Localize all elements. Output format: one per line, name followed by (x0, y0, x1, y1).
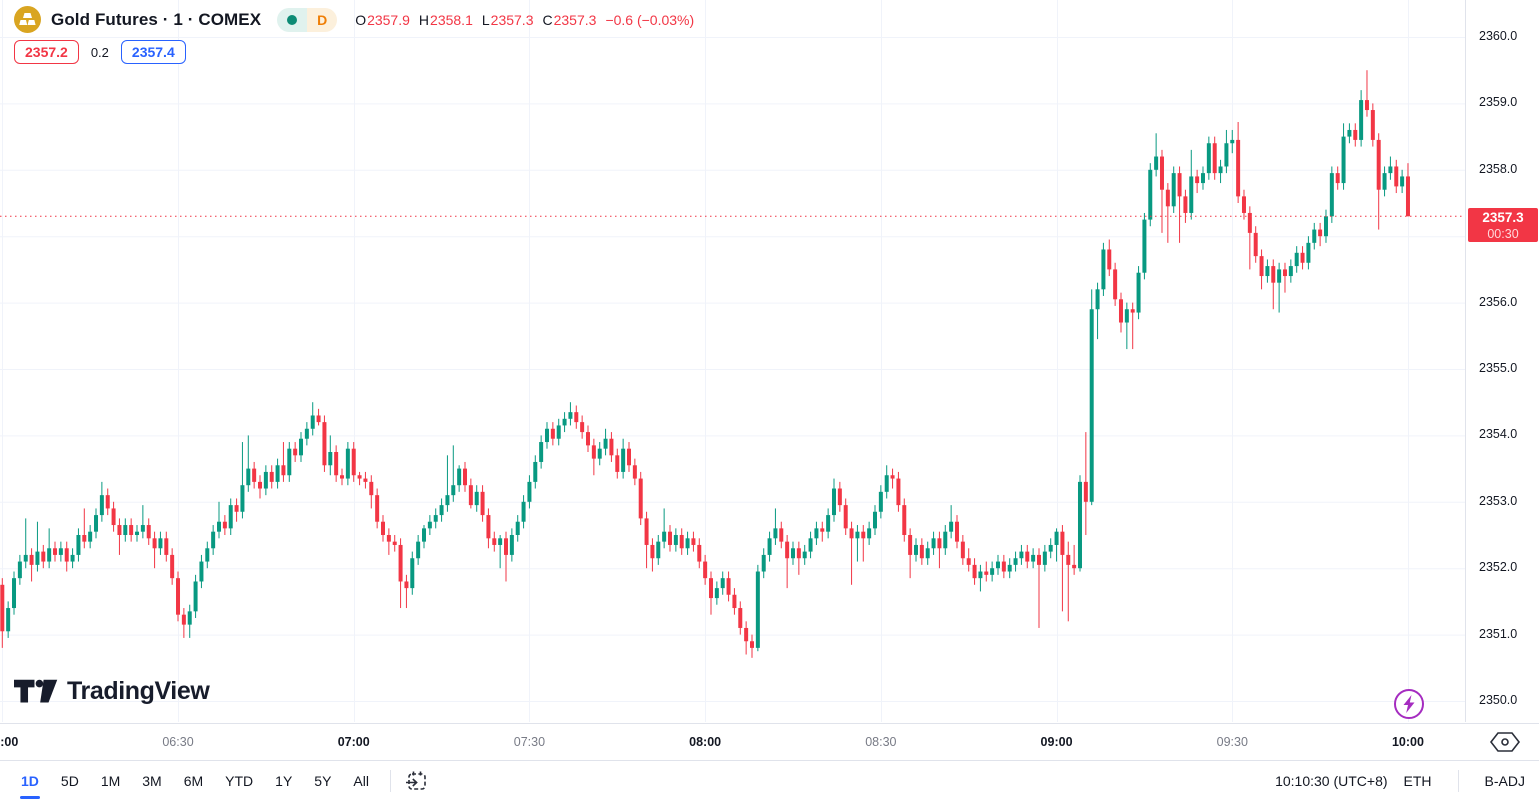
low-label: L (481, 11, 490, 28)
range-button-1m[interactable]: 1M (100, 773, 121, 789)
price-axis-label: 2356.0 (1479, 294, 1518, 309)
open-label: O (355, 11, 367, 28)
range-button-5y[interactable]: 5Y (314, 773, 332, 789)
price-axis-label: 2360.0 (1479, 29, 1518, 43)
interval-status-badge: D (277, 7, 338, 32)
range-button-5d[interactable]: 5D (60, 773, 79, 789)
change-value: −0.6 (−0.03%) (605, 11, 695, 28)
range-button-ytd[interactable]: YTD (225, 773, 254, 789)
price-axis-label: 2353.0 (1479, 493, 1518, 508)
price-axis-label: 2351.0 (1479, 626, 1518, 641)
daily-interval-badge: D (307, 7, 338, 32)
hexagon-settings-icon[interactable] (1489, 731, 1521, 753)
buy-ask-button[interactable]: 2357.4 (120, 40, 186, 64)
last-price-value: 2357.3 (1482, 210, 1524, 226)
high-label: H (418, 11, 430, 28)
high-value: 2358.1 (430, 11, 473, 28)
date-range-switcher: 1D 5D 1M 3M 6M YTD 1Y 5Y All (10, 769, 380, 799)
time-axis-label: 06:30 (162, 735, 194, 749)
price-axis-label: 2352.0 (1479, 560, 1518, 575)
time-axis-label: 08:00 (689, 735, 722, 749)
price-axis-label: 2354.0 (1479, 427, 1518, 442)
tradingview-logo (14, 679, 58, 703)
chart-canvas[interactable]: Gold Futures · 1 · COMEX D O2357.9 H2358… (0, 0, 1466, 722)
candlestick-series (0, 70, 1410, 658)
watermark-brand-text: TradingView (67, 677, 210, 705)
range-button-all[interactable]: All (353, 773, 369, 789)
symbol-title[interactable]: Gold Futures · 1 · COMEX (51, 9, 262, 29)
time-axis-label: 09:30 (1216, 735, 1248, 749)
range-button-6m[interactable]: 6M (183, 773, 204, 789)
last-price-tag: 2357.3 00:30 (1468, 208, 1538, 243)
range-button-1y[interactable]: 1Y (275, 773, 293, 789)
bar-countdown: 00:30 (1487, 227, 1519, 242)
time-axis-label: 06:00 (0, 735, 19, 749)
toolbar-right-group: 10:10:30 (UTC+8) ETH B-ADJ (1275, 770, 1525, 792)
price-axis[interactable]: 2357.3 00:30 2360.0 2359.0 2358.0 2356.0 235… (1467, 0, 1539, 722)
time-axis-label: 10:00 (1391, 735, 1424, 749)
price-axis-label: 2350.0 (1479, 693, 1518, 707)
chart-header: Gold Futures · 1 · COMEX D O2357.9 H2358… (14, 6, 694, 33)
spread-value: 0.2 (90, 44, 109, 60)
low-value: 2357.3 (490, 11, 534, 28)
lightning-icon[interactable] (1394, 689, 1424, 719)
toolbar-divider (1457, 770, 1459, 792)
session-toggle[interactable]: ETH (1403, 773, 1432, 789)
time-axis-label: 08:30 (865, 735, 897, 749)
bottom-toolbar: 1D 5D 1M 3M 6M YTD 1Y 5Y All 10:10:30 (UTC+8) ET… (0, 760, 1539, 801)
time-axis-label: 07:30 (513, 735, 546, 749)
range-button-3m[interactable]: 3M (142, 773, 162, 789)
price-axis-label: 2355.0 (1479, 361, 1518, 375)
time-axis-label: 07:00 (337, 735, 370, 749)
quote-row: 2357.2 0.2 2357.4 (14, 40, 186, 64)
price-axis-label: 2358.0 (1479, 161, 1518, 176)
open-value: 2357.9 (367, 11, 410, 28)
time-axis-label: 09:00 (1040, 735, 1073, 749)
market-open-dot (287, 14, 298, 25)
close-label: C (542, 11, 553, 28)
go-to-date-calendar-icon[interactable] (401, 767, 431, 795)
tradingview-watermark: TradingView (14, 676, 210, 707)
time-axis[interactable]: 06:00 06:30 07:00 07:30 08:00 08:30 09:00 09:30… (0, 723, 1539, 759)
gold-bars-icon (14, 6, 41, 33)
adjustment-toggle[interactable]: B-ADJ (1484, 773, 1525, 789)
ohlc-readout: O2357.9 H2358.1 L2357.3 C2357.3 −0.6 (−0… (355, 12, 694, 28)
toolbar-divider (389, 770, 391, 792)
close-value: 2357.3 (553, 11, 597, 28)
candlestick-chart (0, 0, 1465, 722)
sell-bid-button[interactable]: 2357.2 (14, 40, 79, 64)
clock-timezone[interactable]: 10:10:30 (UTC+8) (1275, 773, 1388, 789)
range-button-1d[interactable]: 1D (13, 769, 47, 799)
price-axis-label: 2359.0 (1479, 95, 1518, 110)
